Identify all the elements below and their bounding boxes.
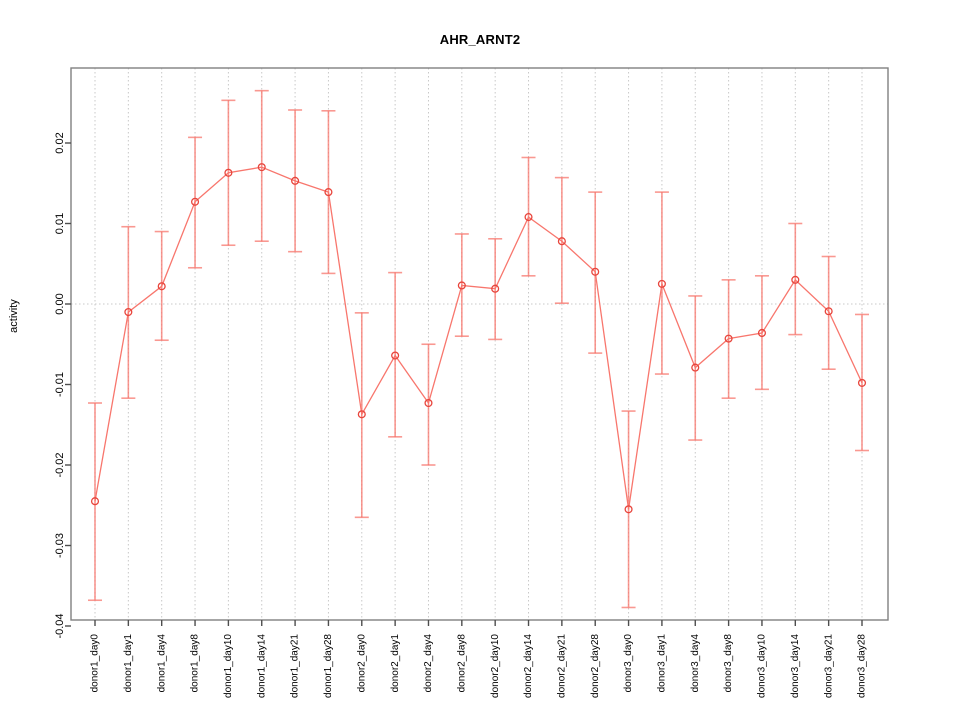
error-bar (554, 176, 569, 304)
x-axis-tick-label: donor2_day8 (456, 634, 467, 693)
x-axis-tick-label: donor3_day8 (723, 634, 734, 693)
data-point-marker (491, 284, 500, 293)
x-axis-tick-label: donor3_day0 (623, 634, 634, 693)
x-axis-tick-label: donor1_day1 (123, 634, 134, 693)
x-axis-tick-label: donor2_day14 (523, 634, 534, 698)
x-axis-tick-label: donor3_day21 (823, 634, 834, 698)
data-point-marker (190, 197, 200, 206)
x-axis-tick-label: donor1_day0 (90, 634, 101, 693)
x-axis-tick-label: donor1_day8 (190, 634, 201, 693)
x-axis-tick-label: donor3_day1 (657, 634, 668, 693)
x-axis-tick-label: donor2_day21 (557, 634, 568, 698)
y-axis-tick-label: -0.04 (54, 613, 66, 638)
data-point-marker (724, 334, 733, 343)
series-line (94, 166, 863, 510)
x-axis-tick-label: donor2_day10 (490, 634, 501, 698)
data-point-marker (624, 505, 633, 514)
x-axis-tick-label: donor2_day1 (390, 634, 401, 693)
y-axis-tick-labels-group: 0.02 0.01 0.00 -0.01 -0.02 -0.03 -0.04 (54, 132, 66, 638)
x-axis-tick-label: donor1_day4 (156, 634, 167, 693)
data-point-marker (224, 168, 233, 177)
plot-frame (70, 67, 889, 621)
x-axis-tick-label: donor2_day4 (423, 634, 434, 693)
data-point-marker (90, 497, 100, 506)
data-point-marker (157, 282, 166, 291)
x-axis-tick-label: donor2_day0 (356, 634, 367, 693)
y-axis-tick-label: 0.02 (54, 132, 66, 153)
y-axis-ticks-group (65, 142, 71, 627)
gridlines-group (71, 68, 888, 620)
y-axis-tick-label: 0.01 (54, 213, 66, 234)
data-point-marker (691, 363, 700, 372)
data-point-marker (324, 188, 333, 197)
data-point-marker (857, 378, 867, 387)
data-point-marker (257, 163, 266, 172)
x-axis-tick-label: donor3_day14 (790, 634, 801, 698)
x-axis-tick-label: donor1_day14 (256, 634, 267, 698)
x-axis-tick-labels-group: donor1_day0 donor1_day1 donor1_day4 donor1_… (90, 634, 868, 698)
page-title: AHR_ARNT2 (439, 32, 521, 47)
x-axis-ticks-group (94, 620, 863, 626)
x-axis-tick-label: donor3_day28 (857, 634, 868, 698)
data-point-marker (291, 176, 300, 185)
data-point-marker (524, 213, 533, 222)
x-axis-tick-label: donor3_day4 (690, 634, 701, 693)
y-axis-tick-label: -0.01 (54, 372, 66, 397)
error-bars-group (88, 89, 869, 609)
data-point-marker (824, 307, 833, 316)
x-axis-tick-label: donor2_day28 (590, 634, 601, 698)
data-point-marker (757, 328, 767, 338)
data-point-marker (391, 351, 400, 360)
y-axis-tick-label: -0.02 (54, 452, 66, 477)
error-bar (254, 89, 269, 243)
error-bar (421, 343, 436, 466)
data-point-marker (457, 281, 466, 290)
data-points-group (90, 163, 867, 514)
data-point-marker (124, 307, 133, 317)
x-axis-tick-label: donor3_day10 (757, 634, 768, 698)
data-point-marker (357, 410, 366, 419)
data-point-marker (424, 398, 433, 408)
data-point-marker (591, 267, 600, 276)
data-point-marker (657, 279, 666, 288)
y-axis-tick-label: -0.03 (54, 533, 66, 558)
error-bar (821, 255, 836, 371)
data-line-group (94, 166, 863, 510)
data-point-marker (791, 275, 800, 284)
data-point-marker (557, 237, 566, 246)
x-axis-tick-label: donor1_day28 (323, 634, 334, 698)
x-axis-tick-label: donor1_day10 (223, 634, 234, 698)
x-axis-tick-label: donor1_day21 (290, 634, 301, 698)
error-bar (88, 402, 102, 602)
y-axis-tick-label: 0.00 (54, 293, 66, 314)
